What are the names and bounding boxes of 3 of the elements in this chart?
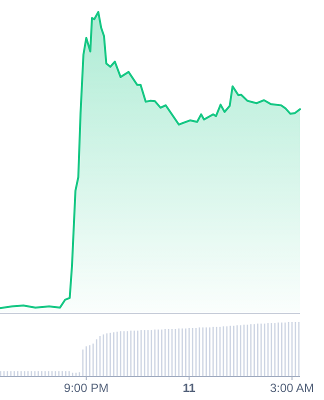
x-tick-label: 11 [182, 381, 196, 395]
x-tick-label: 3:00 AM [270, 381, 314, 395]
x-tick-label: 9:00 PM [64, 381, 109, 395]
